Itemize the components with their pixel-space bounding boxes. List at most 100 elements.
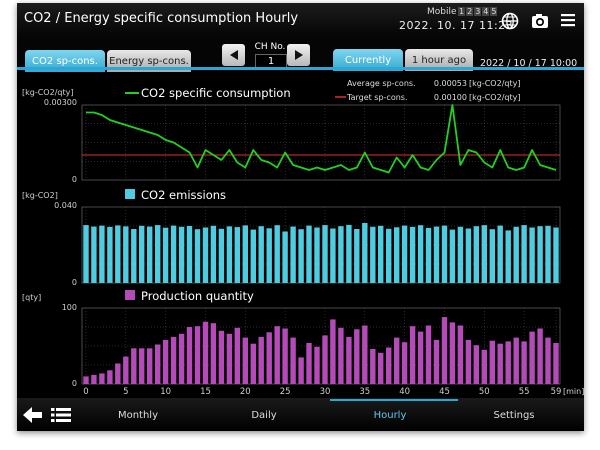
chart1-ytick-top: 0.00300	[44, 98, 77, 107]
co2-emissions-bar	[115, 225, 121, 283]
chart1-frame	[81, 104, 561, 181]
co2-emissions-bar	[210, 225, 217, 283]
channel-label: CH No.	[254, 42, 286, 52]
nav-daily[interactable]: Daily	[251, 410, 277, 421]
co2-emissions-bar	[202, 227, 209, 283]
production-bar	[107, 370, 113, 384]
average-label: Average sp-cons.	[347, 79, 416, 88]
chart1-plot	[81, 104, 561, 181]
chevron-right-icon	[294, 50, 303, 60]
bottom-nav: Monthly Daily Hourly Settings	[17, 398, 584, 431]
co2-emissions-bar	[362, 223, 368, 283]
co2-emissions-bar	[409, 226, 416, 283]
co2-emissions-bar	[290, 226, 296, 283]
tab-1-hour-ago[interactable]: 1 hour ago	[405, 49, 473, 71]
production-bar	[537, 328, 543, 384]
globe-icon[interactable]	[501, 12, 519, 30]
co2-emissions-bar	[481, 225, 487, 283]
next-channel-button[interactable]	[287, 44, 310, 66]
production-bar	[529, 331, 535, 384]
chart1-ylabel: [kg-CO2/qty]	[22, 88, 73, 97]
tab-co2-sp-cons[interactable]: CO2 sp-cons.	[25, 50, 105, 72]
mobile-number[interactable]: 2	[466, 7, 474, 16]
chart2-ytick-zero: 0	[72, 278, 77, 287]
nav-hourly[interactable]: Hourly	[373, 410, 407, 421]
production-bar	[441, 317, 448, 384]
average-value: 0.00053	[434, 79, 467, 88]
production-bar	[131, 348, 137, 384]
chart3-legend-label: Production quantity	[141, 289, 254, 303]
x-axis-unit: [min]	[563, 387, 584, 396]
co2-emissions-bar	[178, 226, 185, 283]
chart1-legend-label: CO2 specific consumption	[141, 86, 291, 100]
production-bar	[91, 374, 97, 384]
chart2-ylabel: [kg-CO2]	[22, 191, 58, 200]
production-bar	[155, 344, 161, 384]
mobile-number[interactable]: 1	[458, 7, 466, 16]
co2-emissions-bar	[266, 228, 272, 283]
x-axis: 0 5 10 15 20 25 30 35 40 45 50 55 59 [min]	[83, 387, 584, 397]
co2-emissions-bar	[330, 228, 336, 283]
production-bar	[234, 327, 240, 384]
chart1-ytick-zero: 0	[72, 175, 77, 184]
list-icon[interactable]	[51, 407, 71, 423]
production-bar	[298, 357, 304, 384]
tab-currently[interactable]: Currently	[333, 49, 403, 71]
production-bar	[505, 341, 511, 384]
average-unit: [kg-CO2/qty]	[469, 79, 520, 88]
co2-emissions-bar	[282, 231, 288, 283]
production-bar	[314, 346, 320, 384]
nav-settings[interactable]: Settings	[493, 410, 535, 421]
mobile-label: Mobile	[427, 7, 457, 17]
production-bar	[521, 341, 527, 384]
co2-emissions-bar	[306, 225, 312, 283]
co2-emissions-bar	[386, 228, 392, 283]
app-screen: CO2 / Energy specific consumption Hourly…	[17, 3, 584, 431]
chart-area: [kg-CO2/qty] 0.00300 0 CO2 specific cons…	[17, 70, 584, 398]
mobile-number[interactable]: 5	[490, 7, 498, 16]
production-bar	[83, 376, 89, 384]
production-bar	[338, 327, 344, 384]
co2-emissions-bar	[322, 225, 328, 283]
production-bar	[242, 337, 248, 384]
co2-emissions-bar	[401, 225, 408, 283]
co2-emissions-bar	[394, 227, 400, 283]
back-arrow-icon[interactable]	[23, 407, 43, 423]
mobile-number[interactable]: 4	[482, 7, 490, 16]
production-bar	[394, 337, 400, 384]
co2-emissions-bar	[194, 229, 201, 283]
production-bar	[210, 323, 217, 384]
co2-emissions-bar	[378, 225, 384, 283]
menu-icon[interactable]	[560, 12, 576, 28]
chart3-plot	[81, 307, 561, 385]
co2-emissions-bar	[370, 226, 376, 283]
title-bar: CO2 / Energy specific consumption Hourly…	[17, 3, 584, 37]
camera-icon[interactable]	[531, 12, 549, 30]
production-bar	[147, 348, 153, 384]
accent-divider	[17, 67, 584, 70]
production-bar	[99, 373, 105, 384]
mobile-number[interactable]: 3	[474, 7, 482, 16]
production-bar	[186, 327, 193, 384]
x-tick-label: 10	[160, 387, 171, 397]
production-bar	[545, 337, 551, 384]
production-bar	[290, 337, 296, 384]
co2-emissions-bar	[553, 227, 559, 283]
x-tick-label: 25	[280, 387, 291, 397]
chart2-legend-label: CO2 emissions	[141, 188, 226, 202]
previous-channel-button[interactable]	[222, 44, 245, 66]
co2-emissions-bar	[489, 229, 495, 283]
co2-emissions-bar	[170, 225, 177, 283]
co2-emissions-bar	[147, 226, 153, 283]
nav-monthly[interactable]: Monthly	[117, 410, 159, 421]
production-bar	[178, 333, 185, 384]
x-tick-label: 30	[320, 387, 331, 397]
production-bar	[433, 339, 440, 384]
production-bar	[354, 329, 360, 384]
co2-emissions-bar	[107, 226, 113, 283]
chart3-frame	[81, 307, 561, 385]
production-bar	[162, 339, 169, 384]
tab-energy-sp-cons[interactable]: Energy sp-cons.	[107, 50, 191, 72]
co2-emissions-bar	[449, 229, 456, 283]
x-tick-label: 20	[240, 387, 251, 397]
